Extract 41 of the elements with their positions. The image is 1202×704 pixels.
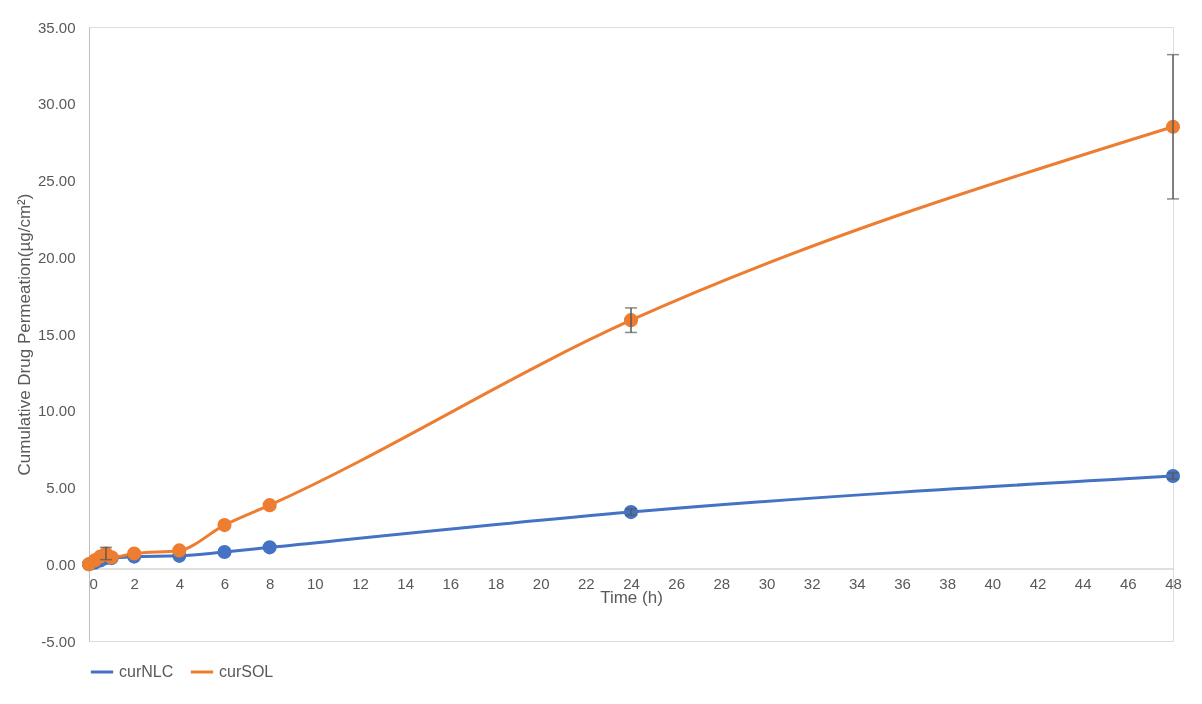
x-tick-label: 10 [306,575,324,592]
y-tick-label: 30.00 [37,95,76,113]
x-tick-label: 44 [1074,575,1092,592]
y-tick-label: 5.00 [46,479,76,496]
x-tick-label: 6 [220,575,230,592]
y-tick-label: 0.00 [46,555,76,573]
x-tick-label: 12 [352,575,369,592]
y-tick-label: 25.00 [37,172,76,189]
y-tick-label: 10.00 [37,402,76,420]
point [217,544,232,560]
x-tick-label: 34 [848,575,866,592]
x-tick-label: 8 [265,575,275,592]
x-tick-label: 48 [1165,575,1182,592]
y-tick-label: 15.00 [37,325,76,343]
x-tick-label: 16 [442,575,460,592]
point [172,543,187,558]
y-tick-label: -5.00 [41,632,76,650]
x-tick-label: 40 [984,575,1002,592]
point [262,540,277,555]
y-tick-label: 20.00 [37,248,76,266]
x-tick-label: 18 [487,575,505,592]
point [217,518,232,533]
x-tick-label: 4 [175,575,185,592]
x-tick-label: 26 [668,575,686,592]
y-axis-title: Cumulative Drug Permeation(µg/cm²) [14,193,34,476]
x-tick-label: 2 [130,575,139,592]
x-tick-label: 38 [939,575,957,592]
y-tick-label: 35.00 [37,18,76,36]
x-tick-label: 14 [397,575,415,592]
x-tick-label: 20 [532,575,550,592]
point [262,498,277,513]
x-tick-label: 0 [89,575,98,592]
legend-label: curSOL [219,663,274,680]
x-tick-label: 36 [894,575,911,592]
x-tick-label: 46 [1119,575,1137,592]
x-tick-label: 42 [1029,575,1047,592]
x-tick-label: 28 [713,575,731,592]
legend-label: curNLC [119,663,174,680]
x-tick-label: 30 [758,575,776,592]
x-tick-label: 22 [577,575,595,592]
x-tick-label: 32 [803,575,821,592]
